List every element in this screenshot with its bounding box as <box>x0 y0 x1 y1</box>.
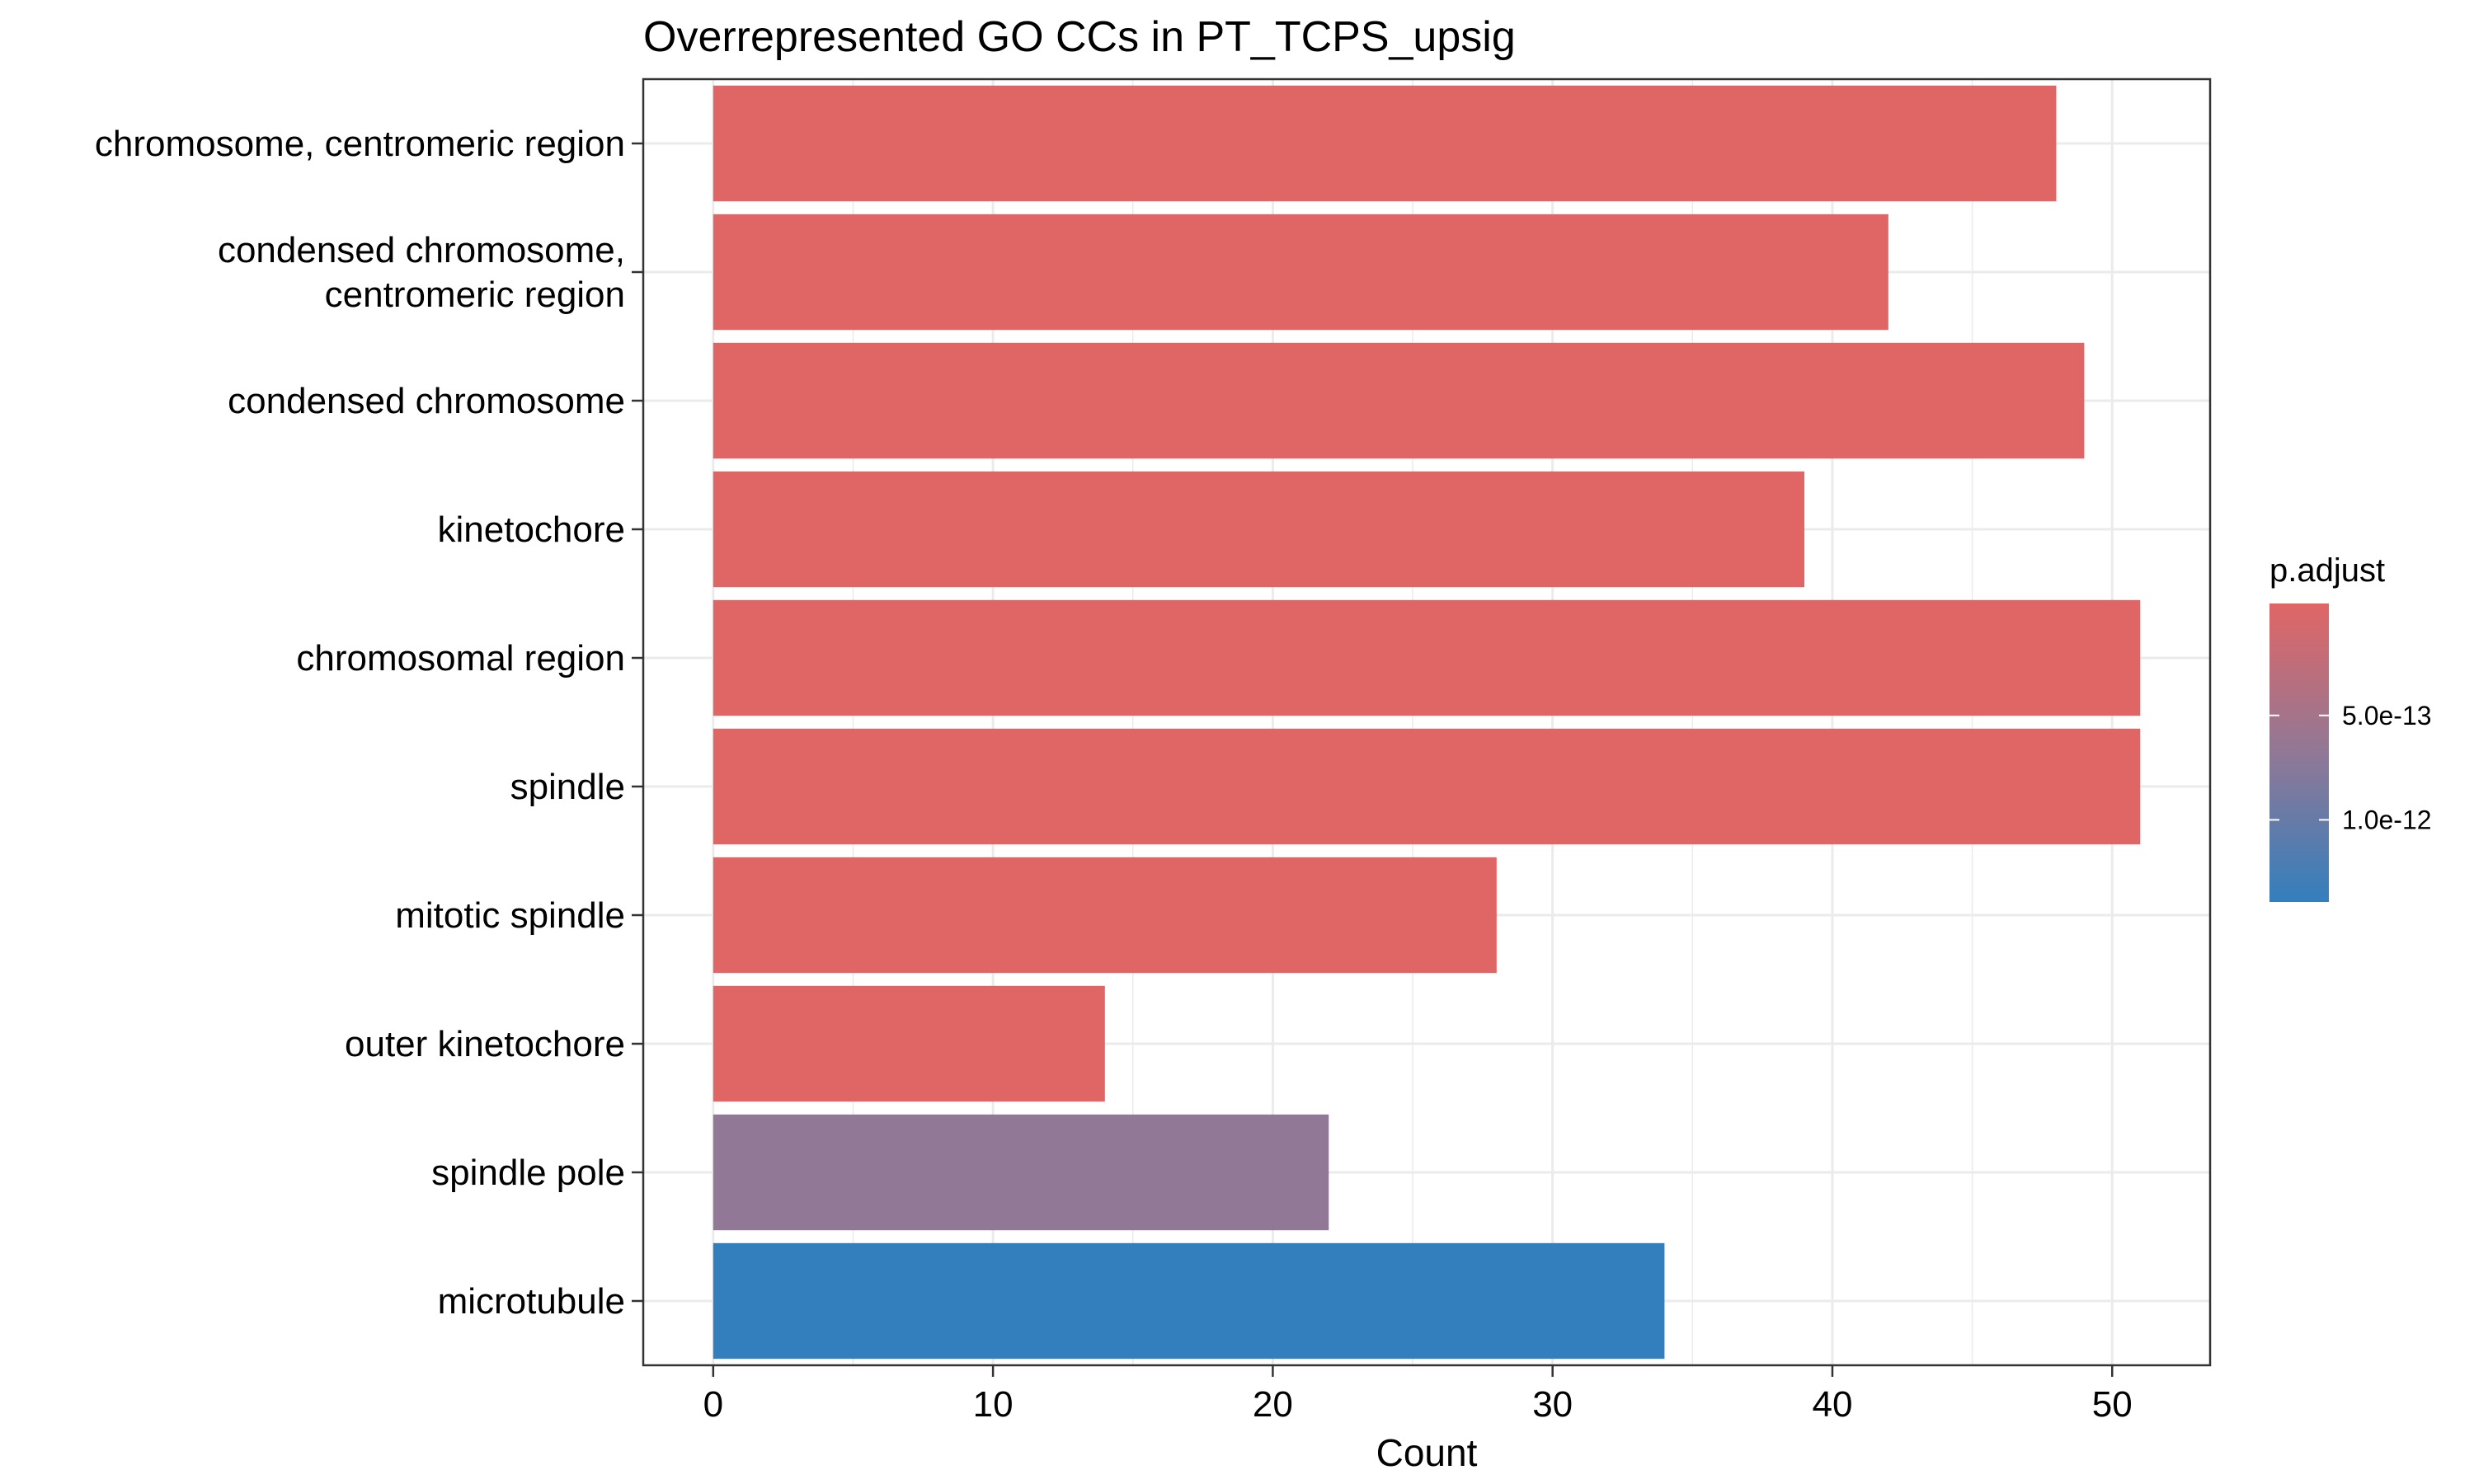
legend: p.adjust 5.0e-13 1.0e-12 <box>2269 552 2432 902</box>
bars <box>713 85 2141 1360</box>
x-axis-labels: 0 10 20 30 40 50 <box>703 1384 2133 1425</box>
bar <box>713 214 1888 331</box>
category-label: outer kinetochore <box>345 1024 625 1064</box>
y-axis-labels: chromosome, centromeric region condensed … <box>95 124 625 1322</box>
x-tick-label: 40 <box>1812 1384 1852 1425</box>
category-label: kinetochore <box>438 510 625 550</box>
plot-border <box>642 77 2212 1367</box>
legend-title: p.adjust <box>2269 552 2385 589</box>
x-tick-label: 50 <box>2092 1384 2133 1425</box>
bar <box>713 342 2085 459</box>
bar <box>713 599 2141 716</box>
chart-title: Overrepresented GO CCs in PT_TCPS_upsig <box>643 13 1516 61</box>
legend-ticks: 5.0e-13 1.0e-12 <box>2269 701 2432 834</box>
category-label: spindle pole <box>431 1153 625 1193</box>
category-label: condensed chromosome, <box>218 230 625 270</box>
bar <box>713 985 1105 1102</box>
legend-label: 1.0e-12 <box>2342 805 2432 834</box>
x-tick-label: 0 <box>703 1384 723 1425</box>
bar <box>713 1114 1329 1231</box>
x-tick-label: 10 <box>973 1384 1014 1425</box>
y-axis-ticks <box>632 142 643 1303</box>
bar <box>713 85 2057 202</box>
category-label: spindle <box>510 767 625 807</box>
category-label: mitotic spindle <box>395 895 625 936</box>
x-tick-label: 20 <box>1253 1384 1293 1425</box>
category-label: condensed chromosome <box>228 381 625 421</box>
category-label: microtubule <box>438 1281 625 1322</box>
bar <box>713 857 1497 974</box>
category-label: chromosomal region <box>296 638 625 679</box>
bar <box>713 728 2141 845</box>
x-axis-ticks <box>712 1365 2114 1377</box>
bar <box>713 1242 1665 1360</box>
category-label: chromosome, centromeric region <box>95 124 625 164</box>
x-tick-label: 30 <box>1532 1384 1573 1425</box>
legend-colorbar <box>2269 603 2329 902</box>
x-axis-title: Count <box>1376 1431 1478 1474</box>
bar <box>713 471 1805 588</box>
category-label: centromeric region <box>325 275 625 315</box>
legend-label: 5.0e-13 <box>2342 701 2432 730</box>
